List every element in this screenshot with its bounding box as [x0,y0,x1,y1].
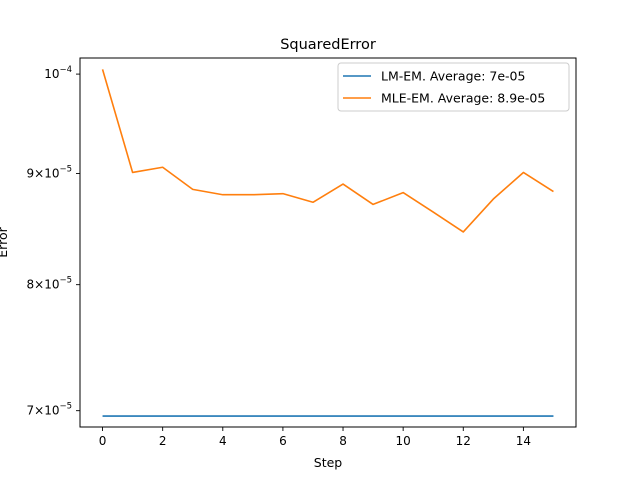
legend: LM-EM. Average: 7e-05 MLE-EM. Average: 8.… [337,62,570,112]
legend-entry: LM-EM. Average: 7e-05 [381,69,525,84]
x-tick-label: 4 [219,434,227,448]
x-tick-label: 14 [516,434,531,448]
series-line-2 [101,69,554,233]
x-axis-label: Step [314,455,343,470]
y-axis: 7×10−5 8×10−5 9×10−5 10−4 [27,65,80,418]
x-tick-label: 6 [279,434,287,448]
y-tick-label: 7×10−5 [27,402,73,418]
x-tick-label: 10 [396,434,411,448]
plot-frame [79,57,577,428]
x-tick-label: 12 [456,434,471,448]
x-tick-label: 8 [339,434,347,448]
y-axis-label: Error [0,226,10,257]
y-tick-label: 9×10−5 [27,165,73,181]
chart-title: SquaredError [280,37,376,53]
x-tick-label: 0 [99,434,107,448]
plot-area [80,58,576,427]
series-layer [101,69,554,417]
legend-entry: MLE-EM. Average: 8.9e-05 [381,91,545,106]
legend-box [337,62,570,112]
x-tick-label: 2 [159,434,167,448]
y-tick-label: 10−4 [44,65,72,81]
y-tick-label: 8×10−5 [27,276,73,292]
x-axis: 0 2 4 6 8 10 12 14 [99,427,531,448]
